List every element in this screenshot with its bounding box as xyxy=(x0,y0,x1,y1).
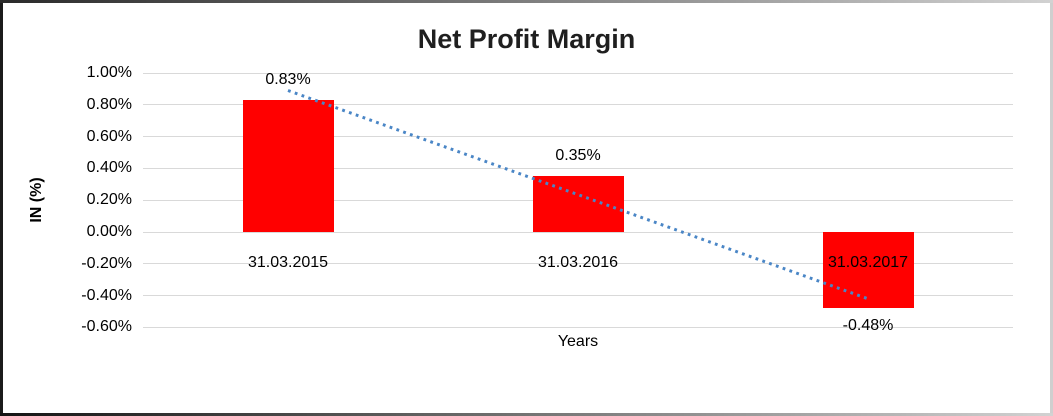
y-tick-0.40%: 0.40% xyxy=(86,159,132,177)
data-label-31.03.2017: -0.48% xyxy=(842,317,894,335)
frame-border-right xyxy=(1050,0,1053,416)
y-tick-0.20%: 0.20% xyxy=(86,191,132,209)
chart-title: Net Profit Margin xyxy=(417,24,636,54)
y-axis-title: IN (%) xyxy=(28,177,45,223)
y-tick--0.60%: -0.60% xyxy=(81,318,132,336)
x-axis-title: Years xyxy=(557,333,599,350)
bar-31.03.2016 xyxy=(532,176,624,232)
y-tick--0.40%: -0.40% xyxy=(81,286,132,304)
gridline--0.60% xyxy=(143,326,1013,328)
category-label-31.03.2017: 31.03.2017 xyxy=(827,254,909,271)
bar-31.03.2015 xyxy=(242,100,334,232)
frame-border-left xyxy=(0,0,3,416)
y-tick-0.80%: 0.80% xyxy=(86,95,132,113)
gridline-1.00% xyxy=(143,72,1013,74)
frame-border-bottom xyxy=(0,413,1053,416)
y-tick-1.00%: 1.00% xyxy=(86,64,132,81)
category-label-31.03.2016: 31.03.2016 xyxy=(537,254,619,271)
data-label-31.03.2015: 0.83% xyxy=(265,71,311,89)
frame-border-top xyxy=(0,0,1053,3)
data-label-31.03.2016: 0.35% xyxy=(555,147,601,165)
y-tick-0.60%: 0.60% xyxy=(86,127,132,145)
y-tick-0.00%: 0.00% xyxy=(86,223,132,240)
category-label-31.03.2015: 31.03.2015 xyxy=(247,254,329,271)
y-tick--0.20%: -0.20% xyxy=(81,254,132,272)
